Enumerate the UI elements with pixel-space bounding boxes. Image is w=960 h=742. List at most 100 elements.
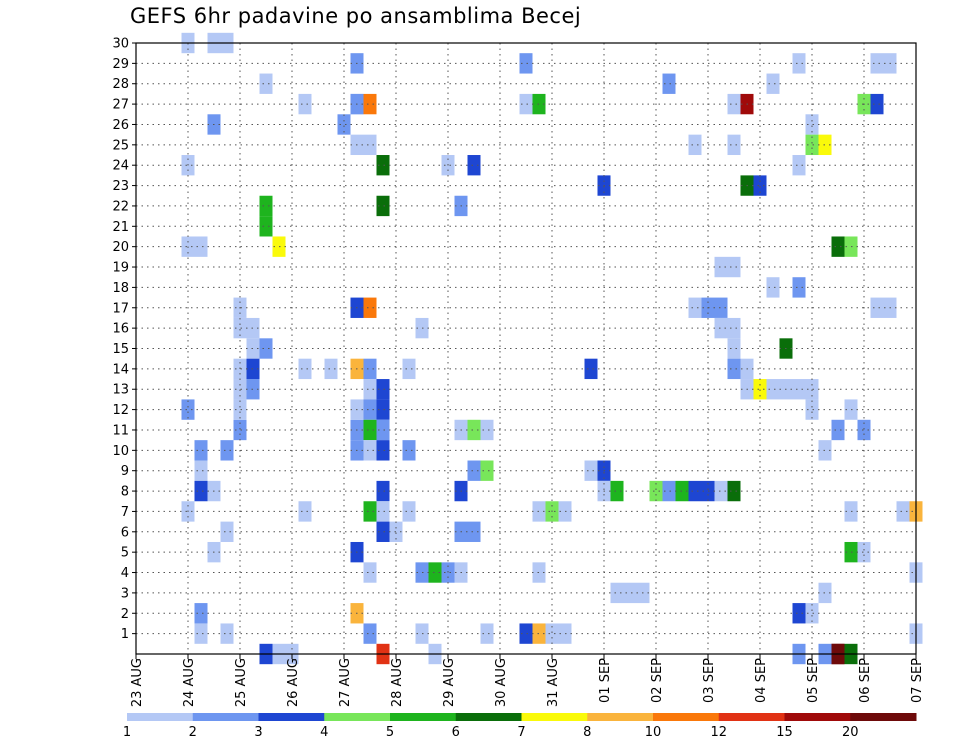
heatmap-cell	[870, 53, 884, 74]
heatmap-cell	[805, 114, 819, 135]
heatmap-cell	[792, 379, 806, 400]
y-tick-label: 24	[112, 159, 129, 174]
heatmap-cell	[857, 419, 871, 441]
y-tick-label: 5	[121, 546, 129, 561]
heatmap-cell	[480, 419, 494, 441]
y-axis: 1234567891011121314151617181920212223242…	[112, 37, 136, 642]
y-tick-label: 9	[121, 464, 129, 479]
colorbar-swatch	[390, 713, 457, 721]
heatmap-cell	[870, 93, 884, 115]
heatmap-cell	[792, 53, 806, 74]
heatmap-cell	[363, 399, 377, 420]
x-tick-label: 30 AUG	[494, 658, 509, 707]
heatmap-cell	[714, 317, 728, 339]
heatmap-cell	[584, 460, 598, 481]
heatmap-cell	[363, 501, 377, 522]
heatmap-cell	[259, 216, 273, 237]
heatmap-cell	[688, 480, 702, 502]
heatmap-cell	[324, 358, 338, 380]
y-tick-label: 2	[121, 607, 129, 622]
heatmap-cell	[220, 521, 234, 542]
y-tick-label: 12	[112, 403, 129, 418]
heatmap-cell	[298, 358, 312, 380]
heatmap-cell	[194, 623, 208, 644]
x-tick-label: 03 SEP	[702, 658, 717, 703]
heatmap-cell	[727, 338, 741, 359]
heatmap-cell	[467, 521, 481, 542]
y-tick-label: 27	[112, 98, 129, 113]
heatmap-cell	[727, 480, 741, 502]
colorbar-label: 2	[189, 725, 197, 740]
heatmap-cell	[805, 399, 819, 420]
heatmap-cell	[727, 358, 741, 380]
heatmap-cell	[727, 93, 741, 115]
x-axis: 23 AUG 24 AUG 25 AUG 26 AUG 27 AUG 28 AUG 29 A…	[130, 654, 925, 707]
heatmap-cell	[233, 379, 247, 400]
heatmap-cell	[831, 419, 845, 441]
colorbar-swatch	[258, 713, 325, 721]
heatmap-cell	[363, 440, 377, 461]
heatmap-cell	[467, 460, 481, 481]
heatmap-cell	[714, 297, 728, 318]
y-tick-label: 29	[112, 57, 129, 72]
heatmap-cell	[727, 134, 741, 156]
colorbar-label: 5	[386, 725, 394, 740]
heatmap-cell	[519, 53, 533, 74]
y-tick-label: 10	[112, 444, 129, 459]
y-tick-label: 18	[112, 281, 129, 296]
y-tick-label: 21	[112, 220, 129, 235]
colorbar-label: 1	[123, 725, 131, 740]
y-tick-label: 20	[112, 240, 129, 255]
heatmap-cell	[467, 419, 481, 441]
y-tick-label: 19	[112, 261, 129, 276]
heatmap-cell	[519, 93, 533, 115]
heatmap-cell	[610, 480, 624, 502]
heatmap-cell	[870, 297, 884, 318]
y-tick-label: 16	[112, 322, 129, 337]
heatmap-cell	[467, 155, 481, 176]
heatmap-cell	[610, 582, 624, 604]
x-tick-label: 27 AUG	[338, 658, 353, 707]
x-tick-label: 24 AUG	[182, 658, 197, 707]
heatmap-cell	[298, 501, 312, 522]
colorbar-swatch	[850, 713, 917, 721]
heatmap-cell	[402, 501, 416, 522]
colorbar-label: 8	[583, 725, 591, 740]
x-tick-label: 01 SEP	[598, 658, 613, 703]
heatmap-cell	[688, 134, 702, 156]
heatmap-cell	[662, 480, 676, 502]
heatmap-cell	[441, 562, 455, 583]
heatmap-cell	[363, 379, 377, 400]
heatmap-cell	[545, 623, 559, 644]
y-tick-label: 17	[112, 301, 129, 316]
heatmap-cell	[649, 480, 663, 502]
heatmap-cell	[753, 175, 767, 196]
y-tick-label: 28	[112, 77, 129, 92]
heatmap-cell	[714, 480, 728, 502]
cell-layer	[181, 32, 923, 665]
x-tick-label: 04 SEP	[754, 658, 769, 703]
heatmap-cell	[480, 460, 494, 481]
y-tick-label: 14	[112, 362, 129, 377]
heatmap-cell	[727, 317, 741, 339]
y-tick-label: 4	[121, 566, 129, 581]
heatmap-cell	[259, 338, 273, 359]
heatmap-cell	[831, 236, 845, 257]
heatmap-cell	[220, 440, 234, 461]
colorbar-label: 6	[452, 725, 460, 740]
heatmap-cell	[753, 379, 767, 400]
heatmap-cell	[792, 155, 806, 176]
colorbar-swatch	[192, 713, 259, 721]
colorbar-label: 4	[320, 725, 328, 740]
heatmap-cell	[376, 419, 390, 441]
heatmap-cell	[792, 603, 806, 624]
heatmap-cell	[480, 623, 494, 644]
heatmap-cell	[376, 379, 390, 400]
y-tick-label: 3	[121, 586, 129, 601]
heatmap-cell	[805, 134, 819, 156]
x-tick-label: 29 AUG	[442, 658, 457, 707]
y-tick-label: 8	[121, 485, 129, 500]
heatmap-cell	[363, 562, 377, 583]
heatmap-cell	[376, 501, 390, 522]
heatmap-cell	[259, 73, 273, 94]
